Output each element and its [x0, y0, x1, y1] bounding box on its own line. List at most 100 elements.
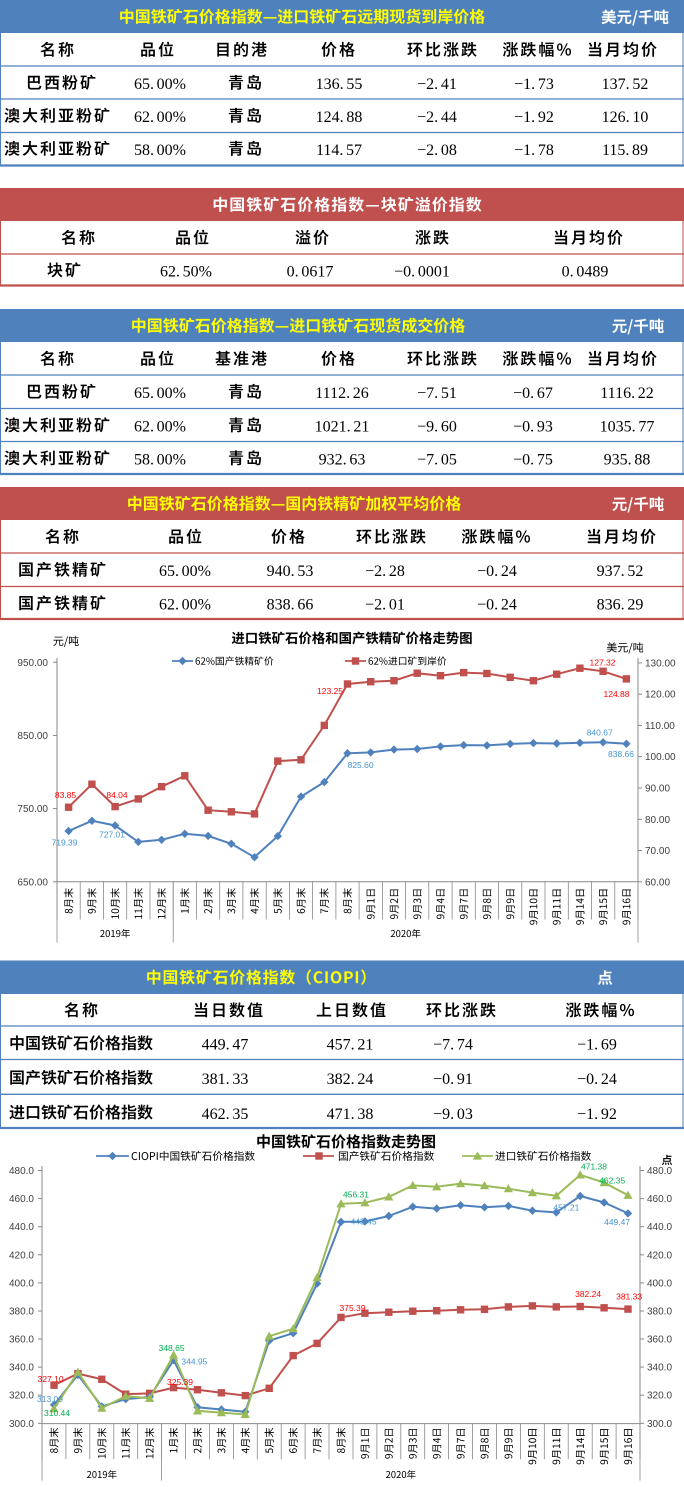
- svg-text:462. 35: 462. 35: [202, 1106, 249, 1123]
- svg-text:137. 52: 137. 52: [602, 76, 649, 93]
- svg-text:440.0: 440.0: [9, 1222, 34, 1233]
- svg-text:360.0: 360.0: [647, 1335, 672, 1346]
- svg-text:381. 33: 381. 33: [202, 1071, 249, 1088]
- svg-text:727.01: 727.01: [99, 830, 125, 840]
- svg-text:−0. 75: −0. 75: [513, 452, 553, 469]
- svg-text:443.45: 443.45: [351, 1216, 377, 1226]
- svg-text:124.88: 124.88: [604, 689, 630, 699]
- svg-text:65. 00%: 65. 00%: [159, 563, 211, 580]
- svg-text:65. 00%: 65. 00%: [134, 76, 186, 93]
- svg-text:114. 57: 114. 57: [316, 142, 362, 159]
- svg-text:80.00: 80.00: [645, 815, 670, 826]
- svg-text:471.38: 471.38: [581, 1162, 607, 1172]
- svg-text:320.0: 320.0: [647, 1391, 672, 1402]
- svg-text:1021. 21: 1021. 21: [315, 419, 370, 436]
- svg-text:300.0: 300.0: [9, 1419, 34, 1430]
- svg-text:130.00: 130.00: [645, 658, 676, 669]
- svg-text:−0. 24: −0. 24: [577, 1071, 617, 1088]
- svg-text:382. 24: 382. 24: [327, 1071, 374, 1088]
- svg-text:1035. 77: 1035. 77: [600, 419, 655, 436]
- svg-text:449. 47: 449. 47: [202, 1037, 249, 1054]
- svg-text:1112. 26: 1112. 26: [315, 385, 368, 402]
- svg-text:932. 63: 932. 63: [319, 452, 366, 469]
- svg-text:62. 00%: 62. 00%: [134, 419, 186, 436]
- svg-text:58. 00%: 58. 00%: [134, 452, 186, 469]
- svg-text:381.33: 381.33: [616, 1291, 642, 1301]
- svg-text:456.31: 456.31: [343, 1189, 369, 1199]
- svg-text:462.35: 462.35: [599, 1175, 625, 1185]
- svg-text:340.0: 340.0: [9, 1363, 34, 1374]
- svg-text:−1. 73: −1. 73: [514, 76, 554, 93]
- svg-text:940. 53: 940. 53: [267, 563, 314, 580]
- svg-text:457. 21: 457. 21: [327, 1037, 374, 1054]
- svg-text:838. 66: 838. 66: [267, 597, 314, 614]
- svg-text:460.0: 460.0: [647, 1194, 672, 1205]
- svg-text:−0. 67: −0. 67: [513, 385, 553, 402]
- svg-text:344.95: 344.95: [181, 1357, 207, 1367]
- svg-text:420.0: 420.0: [647, 1250, 672, 1261]
- svg-text:124. 88: 124. 88: [316, 109, 363, 126]
- svg-text:136. 55: 136. 55: [316, 76, 363, 93]
- svg-text:−9. 03: −9. 03: [433, 1106, 473, 1123]
- svg-text:58. 00%: 58. 00%: [134, 142, 186, 159]
- svg-text:460.0: 460.0: [9, 1194, 34, 1205]
- svg-text:127.32: 127.32: [590, 658, 616, 668]
- svg-text:937. 52: 937. 52: [597, 563, 644, 580]
- svg-text:−2. 28: −2. 28: [365, 563, 405, 580]
- svg-text:1116. 22: 1116. 22: [600, 385, 653, 402]
- svg-text:100.00: 100.00: [645, 752, 676, 763]
- svg-text:−0. 93: −0. 93: [513, 419, 553, 436]
- svg-text:90.00: 90.00: [645, 784, 670, 795]
- svg-text:115. 89: 115. 89: [602, 142, 648, 159]
- svg-text:440.0: 440.0: [647, 1222, 672, 1233]
- svg-text:400.0: 400.0: [647, 1278, 672, 1289]
- svg-text:480.0: 480.0: [647, 1166, 672, 1177]
- svg-text:−0. 91: −0. 91: [433, 1071, 473, 1088]
- svg-text:84.04: 84.04: [106, 790, 128, 800]
- svg-text:−2. 44: −2. 44: [417, 109, 457, 126]
- svg-text:65. 00%: 65. 00%: [134, 385, 186, 402]
- svg-text:838.66: 838.66: [608, 749, 634, 759]
- svg-text:60.00: 60.00: [645, 877, 670, 888]
- svg-text:62. 00%: 62. 00%: [134, 109, 186, 126]
- svg-text:−0. 0001: −0. 0001: [394, 264, 450, 281]
- svg-text:−1. 92: −1. 92: [514, 109, 554, 126]
- svg-text:−1. 92: −1. 92: [577, 1106, 617, 1123]
- svg-text:−1. 78: −1. 78: [514, 142, 554, 159]
- svg-text:348.65: 348.65: [159, 1343, 185, 1353]
- svg-text:310.44: 310.44: [44, 1408, 70, 1418]
- svg-text:420.0: 420.0: [9, 1250, 34, 1261]
- svg-text:380.0: 380.0: [9, 1307, 34, 1318]
- svg-text:62. 00%: 62. 00%: [159, 597, 211, 614]
- svg-text:380.0: 380.0: [647, 1307, 672, 1318]
- svg-text:719.39: 719.39: [52, 838, 78, 848]
- svg-text:457.21: 457.21: [553, 1203, 579, 1213]
- svg-text:935. 88: 935. 88: [604, 452, 651, 469]
- svg-text:123.25: 123.25: [317, 686, 343, 696]
- svg-text:120.00: 120.00: [645, 690, 676, 701]
- svg-text:−7. 05: −7. 05: [417, 452, 457, 469]
- svg-text:836. 29: 836. 29: [597, 597, 644, 614]
- svg-text:−2. 41: −2. 41: [417, 76, 457, 93]
- svg-text:−0. 24: −0. 24: [477, 563, 517, 580]
- svg-text:70.00: 70.00: [645, 846, 670, 857]
- svg-text:−2. 08: −2. 08: [417, 142, 457, 159]
- svg-text:950.00: 950.00: [17, 658, 48, 669]
- svg-text:126. 10: 126. 10: [602, 109, 649, 126]
- svg-text:300.0: 300.0: [647, 1419, 672, 1430]
- svg-text:480.0: 480.0: [9, 1166, 34, 1177]
- svg-text:−2. 01: −2. 01: [365, 597, 405, 614]
- svg-text:320.0: 320.0: [9, 1391, 34, 1402]
- svg-text:83.85: 83.85: [55, 790, 77, 800]
- svg-text:0. 0617: 0. 0617: [287, 264, 334, 281]
- svg-text:−1. 69: −1. 69: [577, 1037, 617, 1054]
- svg-text:471. 38: 471. 38: [327, 1106, 374, 1123]
- svg-text:313.09: 313.09: [37, 1394, 63, 1404]
- svg-text:650.00: 650.00: [17, 877, 48, 888]
- svg-text:382.24: 382.24: [575, 1289, 601, 1299]
- svg-text:449.47: 449.47: [604, 1217, 630, 1227]
- svg-text:360.0: 360.0: [9, 1335, 34, 1346]
- svg-text:325.39: 325.39: [167, 1377, 193, 1387]
- svg-text:327.10: 327.10: [38, 1374, 64, 1384]
- svg-text:62. 50%: 62. 50%: [160, 264, 212, 281]
